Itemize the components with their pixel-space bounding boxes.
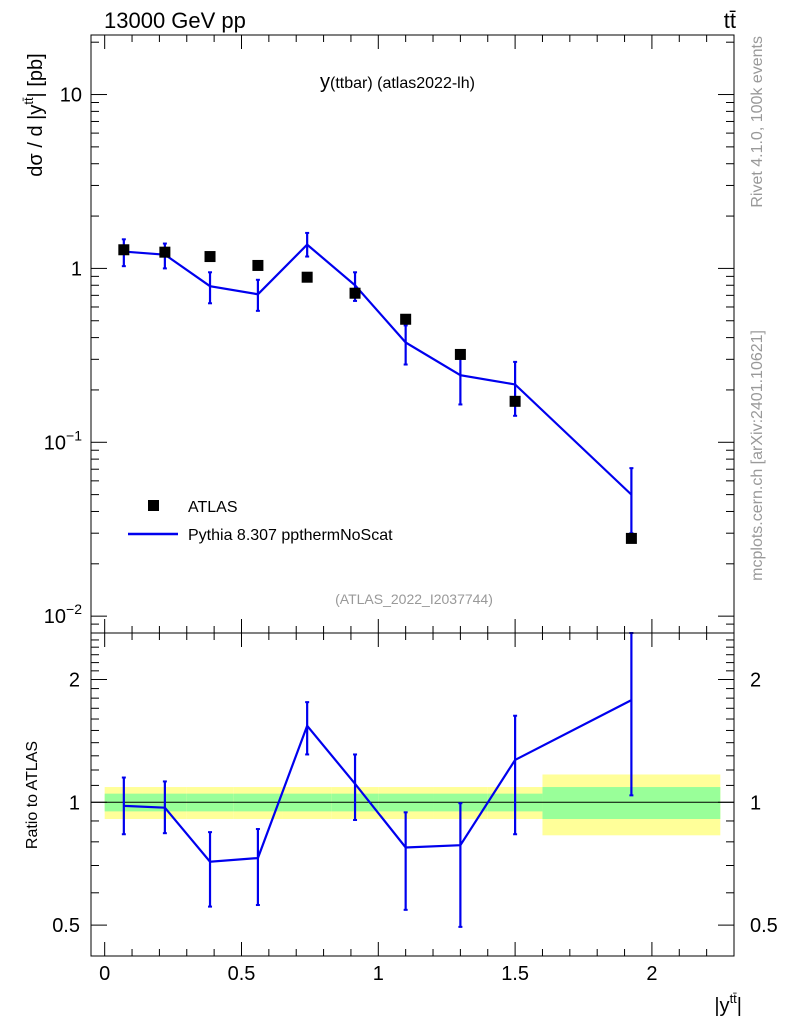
atlas-data-point: [301, 271, 313, 283]
ratio-panel-frame: [90, 632, 735, 957]
atlas-data-point: [252, 259, 264, 271]
chart-title-main: y: [320, 71, 330, 93]
x-tick-label: 2: [646, 963, 657, 985]
x-tick-label: 0: [99, 963, 110, 985]
y-tick-label-mantissa: 1: [71, 258, 82, 280]
y-tick-label-exponent: −2: [66, 601, 82, 617]
y-tick-label: 1: [71, 258, 82, 280]
mc-ratio-line: [123, 699, 632, 863]
atlas-data-point: [118, 244, 130, 256]
atlas-data-point: [625, 532, 637, 544]
atlas-data-point: [204, 251, 216, 263]
y-tick-label-mantissa: 10: [44, 606, 66, 628]
legend-mc-label: Pythia 8.307 ppthermNoScat: [188, 527, 393, 544]
y-tick-label-mantissa: 10: [60, 85, 82, 107]
x-axis-label-main: |y: [714, 995, 729, 1017]
x-axis-label-sup: tt̄: [730, 991, 738, 1006]
ratio-bands: [91, 774, 734, 836]
x-axis-label-end: |: [737, 995, 742, 1017]
legend-data-marker: [148, 500, 159, 511]
atlas-data-point: [400, 313, 412, 325]
ratio-y-tick-label: 2: [69, 669, 80, 691]
ratio-y-tick-label-right: 0.5: [750, 915, 778, 937]
ratio-y-tick-label-right: 1: [750, 792, 761, 814]
y-axis-label-end: | [pb]: [25, 53, 47, 97]
rivet-label: Rivet 4.1.0, 100k events: [749, 36, 766, 208]
y-tick-label-exponent: −1: [66, 427, 82, 443]
atlas-data-point: [454, 348, 466, 360]
ratio-panel-data: [121, 632, 634, 928]
main-panel-data: [118, 231, 637, 544]
ratio-y-axis-label: Ratio to ATLAS: [24, 741, 41, 849]
ratio-y-tick-label: 0.5: [52, 915, 80, 937]
ratio-y-tick-label-right: 2: [750, 669, 761, 691]
analysis-watermark: (ATLAS_2022_I2037744): [335, 591, 493, 607]
x-axis-label: |ytt̄|: [714, 991, 742, 1017]
source-label: mcplots.cern.ch [arXiv:2401.10621]: [749, 330, 766, 581]
energy-label: 13000 GeV pp: [104, 8, 246, 33]
y-axis-label-main: dσ / d |y: [25, 105, 47, 177]
y-axis-label: dσ / d |ytt̄| [pb]: [21, 53, 47, 176]
y-axis-label-sup: tt̄: [21, 97, 36, 105]
chart-title-sub: (ttbar) (atlas2022-lh): [330, 75, 475, 92]
ratio-y-tick-label: 1: [69, 792, 80, 814]
atlas-data-point: [349, 287, 361, 299]
y-tick-label: 10−2: [44, 601, 82, 628]
mc-series-line: [123, 243, 633, 496]
atlas-data-point: [509, 395, 521, 407]
x-tick-label: 1: [373, 963, 384, 985]
y-tick-label: 10: [60, 85, 82, 107]
y-tick-label-mantissa: 10: [44, 432, 66, 454]
chart-title: y(ttbar) (atlas2022-lh): [320, 71, 475, 93]
atlas-data-point: [159, 246, 171, 258]
x-tick-label: 1.5: [501, 963, 529, 985]
x-tick-label: 0.5: [228, 963, 256, 985]
y-tick-label: 10−1: [44, 427, 82, 454]
process-label: tt̄: [724, 8, 736, 33]
legend-data-label: ATLAS: [188, 499, 238, 516]
